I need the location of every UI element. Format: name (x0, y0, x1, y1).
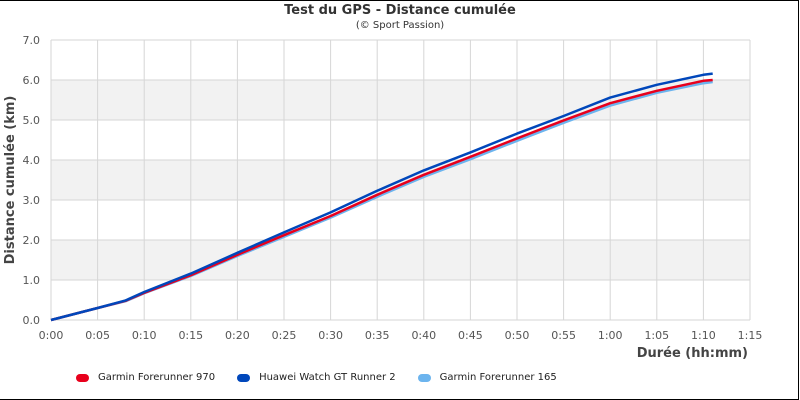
legend-swatch-icon (76, 373, 89, 382)
x-axis-ticks: 0:00 0:05 0:10 0:15 0:20 0:25 0:30 0:35 0:40 0:45… (39, 329, 763, 342)
svg-text:0:45: 0:45 (458, 329, 483, 342)
svg-text:0:00: 0:00 (39, 329, 64, 342)
y-axis-ticks: 0.0 1.0 2.0 3.0 4.0 5.0 6.0 7.0 (23, 34, 41, 327)
grid-bands (51, 80, 750, 280)
svg-text:5.0: 5.0 (23, 114, 41, 127)
svg-text:0:40: 0:40 (411, 329, 436, 342)
svg-text:0:20: 0:20 (225, 329, 250, 342)
legend-item-garmin-165[interactable]: Garmin Forerunner 165 (417, 372, 557, 383)
legend-label: Garmin Forerunner 165 (439, 372, 557, 383)
svg-text:0:30: 0:30 (318, 329, 343, 342)
legend-item-garmin-970[interactable]: Garmin Forerunner 970 (76, 372, 215, 383)
svg-text:1.0: 1.0 (23, 274, 41, 287)
svg-text:0:50: 0:50 (505, 329, 530, 342)
legend-swatch-icon (417, 373, 431, 382)
svg-text:1:05: 1:05 (644, 329, 669, 342)
svg-text:1:10: 1:10 (691, 329, 716, 342)
grid-lines (50, 39, 751, 321)
y-axis-label: Distance cumulée (km) (3, 96, 18, 265)
svg-text:1:15: 1:15 (738, 329, 763, 342)
x-axis-label: Durée (hh:mm) (637, 346, 748, 361)
svg-text:0:05: 0:05 (85, 329, 110, 342)
legend-swatch-icon (237, 373, 251, 382)
svg-text:0.0: 0.0 (23, 314, 41, 327)
svg-text:0:35: 0:35 (365, 329, 390, 342)
legend-label: Huawei Watch GT Runner 2 (259, 372, 396, 383)
chart-subtitle: (© Sport Passion) (355, 20, 445, 31)
legend: Garmin Forerunner 970 Huawei Watch GT Ru… (76, 372, 579, 383)
svg-text:2.0: 2.0 (23, 234, 41, 247)
svg-text:0:55: 0:55 (551, 329, 576, 342)
svg-text:4.0: 4.0 (23, 154, 41, 167)
data-series (50, 72, 713, 322)
svg-text:0:10: 0:10 (132, 329, 157, 342)
chart-title: Test du GPS - Distance cumulée (284, 3, 516, 18)
svg-text:6.0: 6.0 (23, 74, 41, 87)
svg-text:7.0: 7.0 (23, 34, 41, 47)
legend-item-huawei-gt-runner-2[interactable]: Huawei Watch GT Runner 2 (237, 372, 396, 383)
svg-text:1:00: 1:00 (598, 329, 623, 342)
legend-label: Garmin Forerunner 970 (98, 372, 216, 383)
svg-text:0:25: 0:25 (272, 329, 297, 342)
svg-text:3.0: 3.0 (23, 194, 41, 207)
svg-text:0:15: 0:15 (178, 329, 203, 342)
